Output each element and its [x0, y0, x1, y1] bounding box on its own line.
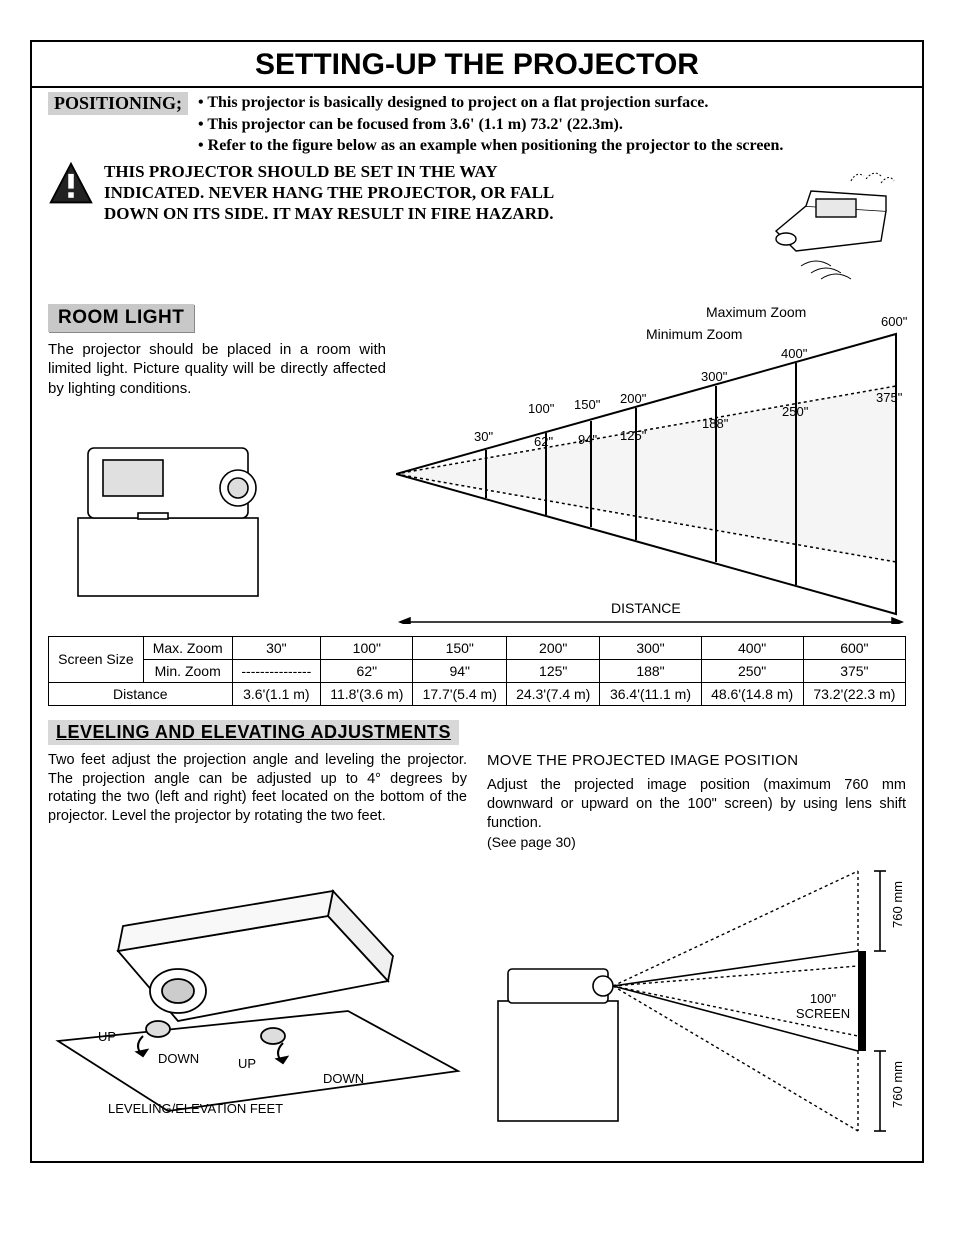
- warning-icon: [48, 161, 94, 286]
- max-4: 300": [701, 369, 727, 384]
- c-m4: 300": [600, 636, 701, 659]
- c-n5: 250": [701, 659, 803, 682]
- warning-text: THIS PROJECTOR SHOULD BE SET IN THE WAY …: [104, 161, 564, 286]
- distance-table: Screen Size Max. Zoom 30" 100" 150" 200"…: [48, 636, 906, 706]
- feet-label: LEVELING/ELEVATION FEET: [108, 1101, 308, 1116]
- max-6: 600": [881, 314, 907, 329]
- move-heading: MOVE THE PROJECTED IMAGE POSITION: [487, 751, 906, 771]
- c-n4: 188": [600, 659, 701, 682]
- max-zoom-header: Max. Zoom: [143, 636, 232, 659]
- positioning-row: POSITIONING; This projector is basically…: [48, 92, 906, 157]
- c-n3: 125": [506, 659, 599, 682]
- c-m0: 30": [232, 636, 321, 659]
- max-0: 30": [474, 429, 493, 444]
- c-n0: ---------------: [232, 659, 321, 682]
- up-label-2: UP: [238, 1056, 256, 1071]
- bullet-2: This projector can be focused from 3.6' …: [198, 114, 783, 136]
- distance-label: DISTANCE: [611, 600, 681, 616]
- down-label-1: DOWN: [158, 1051, 199, 1066]
- c-d4: 36.4'(11.1 m): [600, 682, 701, 705]
- min-3: 188": [702, 416, 728, 431]
- min-zoom-label: Minimum Zoom: [646, 326, 742, 342]
- projector-top-view-icon: [756, 161, 906, 286]
- up-label-1: UP: [98, 1029, 116, 1044]
- room-light-section: ROOM LIGHT The projector should be place…: [48, 304, 906, 624]
- move-text: Adjust the projected image position (max…: [487, 776, 906, 833]
- screen-label: 100" SCREEN: [788, 991, 858, 1021]
- min-1: 94": [578, 432, 597, 447]
- c-d1: 11.8'(3.6 m): [321, 682, 413, 705]
- leveling-figure: UP DOWN UP DOWN LEVELING/ELEVATION FEET: [48, 861, 468, 1141]
- page: SETTING-UP THE PROJECTOR POSITIONING; Th…: [30, 40, 924, 1163]
- lens-shift-figure: 760 mm 760 mm 100" SCREEN: [488, 861, 908, 1141]
- positioning-label: POSITIONING;: [48, 92, 188, 115]
- min-4: 250": [782, 404, 808, 419]
- min-2: 125": [620, 428, 646, 443]
- screen-size-header: Screen Size: [49, 636, 144, 682]
- c-m2: 150": [413, 636, 506, 659]
- c-d2: 17.7'(5.4 m): [413, 682, 506, 705]
- c-m3: 200": [506, 636, 599, 659]
- min-zoom-header: Min. Zoom: [143, 659, 232, 682]
- warning-row: THIS PROJECTOR SHOULD BE SET IN THE WAY …: [48, 161, 906, 286]
- zoom-cone-diagram: Maximum Zoom Minimum Zoom 30" 100" 150" …: [396, 304, 906, 624]
- room-light-heading: ROOM LIGHT: [48, 304, 194, 332]
- c-d3: 24.3'(7.4 m): [506, 682, 599, 705]
- c-d0: 3.6'(1.1 m): [232, 682, 321, 705]
- c-m6: 600": [803, 636, 905, 659]
- min-0: 62": [534, 434, 553, 449]
- c-n2: 94": [413, 659, 506, 682]
- mm-bot: 760 mm: [890, 1061, 905, 1108]
- leveling-section: LEVELING AND ELEVATING ADJUSTMENTS Two f…: [48, 720, 906, 1141]
- room-light-text: The projector should be placed in a room…: [48, 340, 386, 399]
- see-page: (See page 30): [487, 833, 906, 851]
- positioning-bullets: This projector is basically designed to …: [198, 92, 783, 157]
- distance-header: Distance: [49, 682, 233, 705]
- bullet-3: Refer to the figure below as an example …: [198, 135, 783, 157]
- max-1: 100": [528, 401, 554, 416]
- max-zoom-label: Maximum Zoom: [706, 304, 806, 320]
- projector-side-icon: [48, 398, 308, 598]
- min-5: 375": [876, 390, 902, 405]
- down-label-2: DOWN: [323, 1071, 364, 1086]
- leveling-text: Two feet adjust the projection angle and…: [48, 751, 467, 826]
- c-n6: 375": [803, 659, 905, 682]
- page-title: SETTING-UP THE PROJECTOR: [32, 42, 922, 88]
- max-3: 200": [620, 391, 646, 406]
- c-d6: 73.2'(22.3 m): [803, 682, 905, 705]
- c-m1: 100": [321, 636, 413, 659]
- mm-top: 760 mm: [890, 881, 905, 928]
- max-2: 150": [574, 397, 600, 412]
- c-m5: 400": [701, 636, 803, 659]
- bullet-1: This projector is basically designed to …: [198, 92, 783, 114]
- c-n1: 62": [321, 659, 413, 682]
- leveling-heading: LEVELING AND ELEVATING ADJUSTMENTS: [48, 720, 459, 745]
- c-d5: 48.6'(14.8 m): [701, 682, 803, 705]
- max-5: 400": [781, 346, 807, 361]
